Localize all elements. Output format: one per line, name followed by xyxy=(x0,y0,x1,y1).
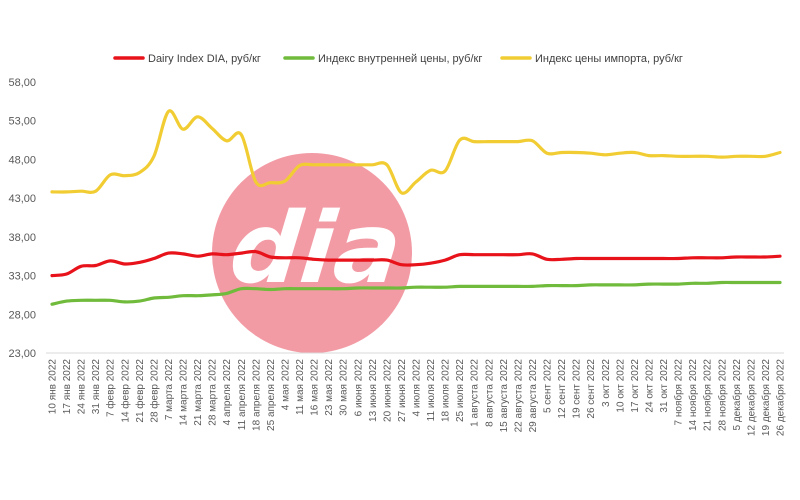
y-tick-label: 23,00 xyxy=(8,348,36,360)
x-tick-label: 14 февр 2022 xyxy=(119,359,131,423)
legend-label-1: Индекс внутренней цены, руб/кг xyxy=(318,53,482,65)
x-tick-label: 4 апреля 2022 xyxy=(222,359,233,426)
series-line-2 xyxy=(50,109,782,195)
x-tick-label: 6 июня 2022 xyxy=(353,359,364,417)
x-tick-label: 22 августа 2022 xyxy=(513,359,524,433)
watermark-circle xyxy=(212,153,412,353)
x-tick-label: 7 марта 2022 xyxy=(164,359,175,421)
x-tick-label: 11 мая 2022 xyxy=(295,359,306,415)
x-tick-label: 28 февр 2022 xyxy=(148,359,160,423)
x-tick-label: 19 декабря 2022 xyxy=(760,359,772,437)
x-tick-label: 18 апреля 2022 xyxy=(251,359,262,431)
y-tick-label: 43,00 xyxy=(8,193,36,205)
x-tick-label: 7 февр 2022 xyxy=(105,359,117,417)
x-tick-label: 30 мая 2022 xyxy=(339,359,350,416)
x-tick-label: 17 янв 2022 xyxy=(62,359,73,415)
x-tick-label: 27 июня 2022 xyxy=(397,359,408,422)
x-tick-label: 24 янв 2022 xyxy=(77,359,88,415)
axes: 23,00 28,00 33,00 38,00 43,00 48,00 53,00 58,00… xyxy=(8,77,786,436)
y-tick-label: 28,00 xyxy=(8,309,36,321)
x-tick-label: 13 июня 2022 xyxy=(368,359,379,422)
x-tick-label: 11 апреля 2022 xyxy=(237,359,248,431)
x-tick-label: 28 марта 2022 xyxy=(208,359,219,426)
x-tick-label: 26 декабря 2022 xyxy=(775,359,787,437)
x-tick-label: 10 янв 2022 xyxy=(48,359,59,415)
y-tick-label: 33,00 xyxy=(8,271,36,283)
x-tick-label: 1 августа 2022 xyxy=(470,359,481,427)
x-tick-label: 21 ноября 2022 xyxy=(702,359,714,431)
y-tick-label: 53,00 xyxy=(8,116,36,128)
x-tick-label: 28 ноября 2022 xyxy=(716,359,728,431)
x-tick-label: 19 сент 2022 xyxy=(572,359,583,419)
series-points-0 xyxy=(51,250,782,277)
x-tick-label: 23 мая 2022 xyxy=(324,359,335,416)
x-tick-label: 4 июля 2022 xyxy=(412,359,423,417)
y-tick-label: 38,00 xyxy=(8,232,36,244)
x-tick-label: 18 июля 2022 xyxy=(441,359,452,422)
x-tick-label: 14 марта 2022 xyxy=(179,359,190,426)
series-layer xyxy=(50,109,782,306)
legend: Dairy Index DIA, руб/кг Индекс внутренней… xyxy=(113,53,683,65)
legend-label-2: Индекс цены импорта, руб/кг xyxy=(535,53,683,65)
x-tick-label: 10 окт 2022 xyxy=(615,359,626,413)
x-tick-label: 7 ноября 2022 xyxy=(673,359,685,426)
legend-label-0: Dairy Index DIA, руб/кг xyxy=(148,53,261,65)
x-tick-label: 14 ноября 2022 xyxy=(687,359,699,431)
series-line-1 xyxy=(50,280,782,306)
x-tick-label: 16 мая 2022 xyxy=(310,359,321,416)
x-tick-label: 4 мая 2022 xyxy=(280,359,291,411)
x-tick-label: 11 июля 2022 xyxy=(426,359,437,422)
x-tick-label: 31 янв 2022 xyxy=(91,359,102,415)
x-tick-label: 25 апреля 2022 xyxy=(266,359,277,431)
x-tick-label: 3 окт 2022 xyxy=(601,359,612,407)
x-tick-label: 29 августа 2022 xyxy=(528,359,539,433)
x-tick-label: 12 декабря 2022 xyxy=(745,359,757,437)
x-tick-label: 21 марта 2022 xyxy=(193,359,204,426)
x-tick-label: 31 окт 2022 xyxy=(659,359,670,413)
x-tick-label: 8 августа 2022 xyxy=(484,359,495,427)
x-tick-label: 25 июля 2022 xyxy=(455,359,466,422)
x-tick-label: 26 сент 2022 xyxy=(586,359,597,419)
x-tick-label: 5 декабря 2022 xyxy=(731,359,743,431)
x-tick-label: 15 августа 2022 xyxy=(499,359,510,433)
y-tick-label: 48,00 xyxy=(8,154,36,166)
x-tick-label: 21 февр 2022 xyxy=(134,359,146,423)
x-tick-label: 12 сент 2022 xyxy=(557,359,568,419)
x-tick-label: 24 окт 2022 xyxy=(644,359,655,413)
x-tick-label: 17 окт 2022 xyxy=(630,359,641,413)
x-tick-label: 5 сент 2022 xyxy=(543,359,554,413)
series-points-2 xyxy=(51,110,782,194)
x-tick-label: 20 июня 2022 xyxy=(382,359,393,422)
series-line-0 xyxy=(50,249,782,278)
y-tick-label: 58,00 xyxy=(8,77,36,89)
